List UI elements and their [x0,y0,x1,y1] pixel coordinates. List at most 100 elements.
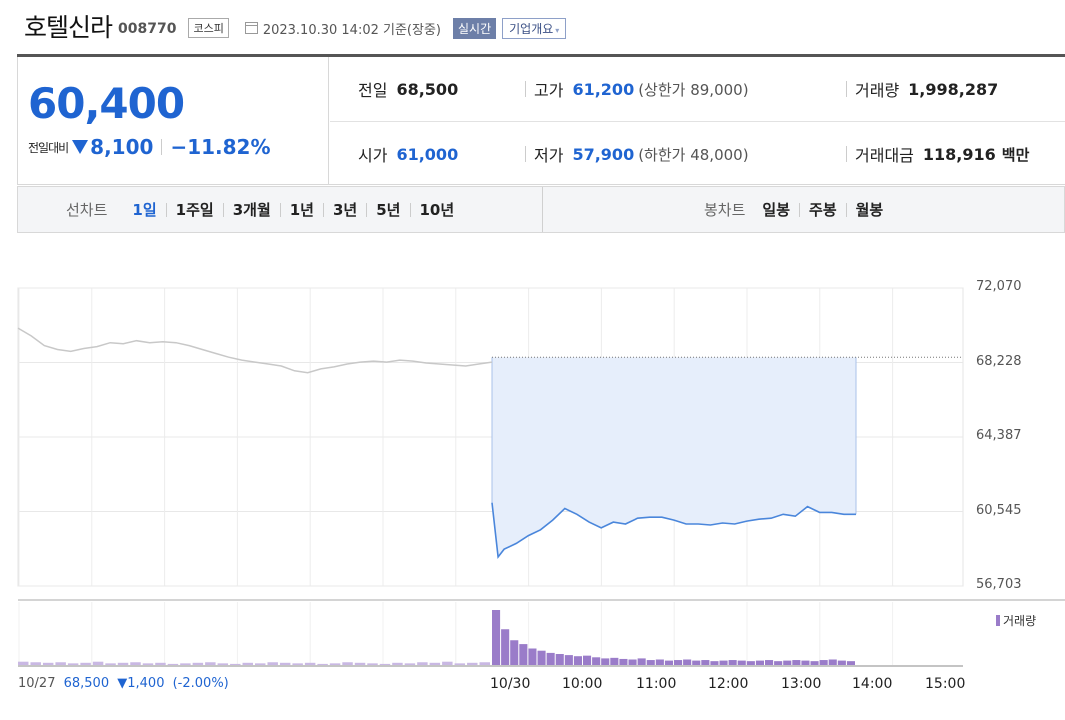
prev-volume-bar [342,662,353,665]
volume-bar [501,629,510,665]
tab-divider [409,202,411,217]
prev-volume-bar [117,662,129,665]
candle-tab[interactable]: 일봉 [762,201,791,219]
tab-divider [845,202,847,217]
chart-canvas[interactable] [0,240,1065,720]
volume-bar [765,660,774,665]
header-divider [17,54,1065,57]
prev-close-value: 68,500 [396,79,459,99]
low-label: 저가 [534,146,564,165]
volume-legend: 거래량 [996,612,1036,629]
volume-bar [828,659,837,665]
prev-day-label: 10/27 [18,676,56,691]
volume-bar [701,660,710,665]
prev-volume-bar [429,662,441,665]
prev-close-label: 전일 [358,81,388,100]
trade-value-label: 거래대금 [855,146,914,165]
cell-divider [525,146,526,162]
period-tab[interactable]: 3년 [333,201,358,219]
price-change: 전일대비 8,100 −11.82% [28,135,271,159]
volume-bar [646,660,655,665]
prev-volume-bar [67,663,79,665]
period-tab[interactable]: 5년 [376,201,401,219]
volume-bar [546,652,555,665]
period-tab[interactable]: 1주일 [175,201,214,219]
as-of-date: 2023.10.30 14:02 기준(장중) [262,22,441,38]
prev-volume-bar [442,661,453,665]
x-tick-label: 15:00 [925,676,966,692]
candle-chart-label: 봉차트 [704,201,746,219]
volume-bar [692,660,701,665]
tab-divider [279,202,281,217]
volume-bar [683,659,692,665]
prev-day-summary: 10/27 68,500 ▼1,400 (-2.00%) [18,676,229,691]
y-tick-label: 64,387 [976,428,1022,443]
tabs-divider [542,187,543,232]
prev-day-line [17,327,493,374]
x-tick-label: 13:00 [781,676,822,692]
today-area [492,357,856,557]
prev-volume-bar [467,662,478,665]
volume-bar [664,660,673,665]
prev-volume-bar [155,662,166,665]
cell-divider [846,146,847,162]
volume-bar [528,648,537,665]
period-tab[interactable]: 3개월 [232,201,271,219]
high-cell: 고가 61,200 (상한가 89,000) [525,57,749,121]
y-tick-label: 72,070 [976,279,1022,294]
lower-limit: (하한가 48,000) [638,145,749,164]
realtime-button[interactable]: 실시간 [453,17,497,39]
high-label: 고가 [534,81,564,100]
volume-bar [819,660,828,665]
x-tick-label: 14:00 [852,676,893,692]
change-percent: −11.82% [170,135,271,159]
volume-bar [755,660,764,665]
volume-bar [583,655,592,665]
trade-value-cell: 거래대금 118,916 백만 [846,122,1029,186]
prev-day-change-pct: (-2.00%) [172,676,229,691]
prev-volume-bar [42,662,54,665]
prev-volume-bar [329,663,341,665]
volume-bar [810,661,819,665]
volume-bar [655,659,664,665]
calendar-icon [244,22,258,34]
quote-stats: 전일 68,500 고가 61,200 (상한가 89,000) 거래량 1,9… [330,57,1065,185]
prev-volume-bar [130,662,141,665]
tab-divider [799,202,801,217]
prev-volume-bar [392,662,403,665]
open-label: 시가 [358,146,388,165]
volume-bar [637,658,646,665]
prev-volume-bar [255,663,266,665]
trade-value: 118,916 [922,144,996,164]
stock-code: 008770 [118,21,177,37]
period-tab[interactable]: 1일 [132,201,157,219]
quote-summary: 60,400 전일대비 8,100 −11.82% 전일 68,500 고가 6… [17,57,1065,185]
prev-volume-bar [367,663,378,665]
volume-bar [674,660,683,665]
period-tab[interactable]: 10년 [419,201,455,219]
tab-divider [366,202,368,217]
volume-bar [846,661,855,665]
low-value: 57,900 [572,144,635,164]
candle-tab[interactable]: 월봉 [855,201,884,219]
volume-bar [728,660,737,665]
prev-volume-bar [304,662,316,665]
tab-divider [222,202,224,217]
company-info-dropdown[interactable]: 기업개요 ▾ [502,17,567,39]
prev-volume-bar [404,663,416,665]
volume-bar [601,658,610,665]
stats-row-1: 전일 68,500 고가 61,200 (상한가 89,000) 거래량 1,9… [330,57,1065,121]
prev-volume-bar [192,662,204,665]
prev-volume-bar [80,662,91,665]
prev-volume-bar [205,662,216,665]
y-tick-label: 56,703 [976,577,1022,592]
volume-bar [610,657,619,665]
period-tab[interactable]: 1년 [289,201,314,219]
price-box: 60,400 전일대비 8,100 −11.82% [17,57,329,185]
price-chart[interactable]: 72,070 68,228 64,387 60,545 56,703 10/30 10:0… [0,240,1065,720]
volume-bar [783,660,792,665]
volume-value: 1,998,287 [908,79,999,99]
volume-bar [801,660,810,665]
trade-value-unit: 백만 [1001,145,1030,164]
candle-tab[interactable]: 주봉 [809,201,837,219]
